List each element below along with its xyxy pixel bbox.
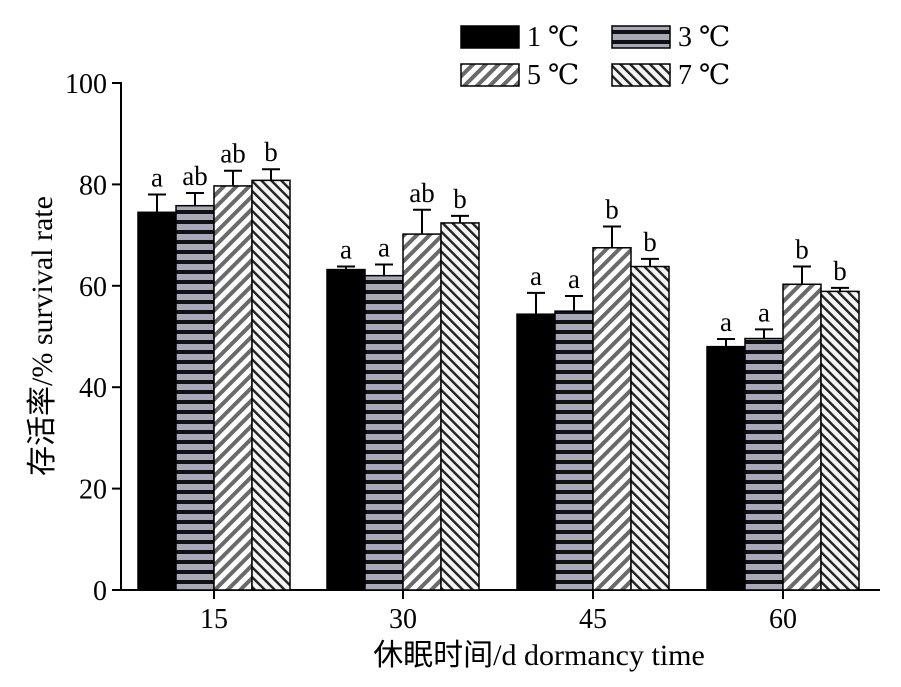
- x-tick-label: 15: [200, 604, 228, 635]
- bars: [137, 179, 860, 591]
- significance-letter: a: [568, 264, 580, 294]
- x-tick-label: 45: [579, 604, 607, 635]
- bar: [137, 211, 177, 591]
- legend-swatch: [611, 63, 671, 87]
- y-tick-label: 20: [79, 475, 107, 506]
- significance-letter: ab: [409, 178, 434, 208]
- bar: [440, 222, 480, 591]
- significance-letter: a: [340, 235, 352, 265]
- error-bars: [148, 168, 849, 347]
- significance-letter: b: [795, 235, 809, 265]
- bar: [326, 268, 366, 591]
- y-tick-label: 0: [93, 576, 107, 607]
- x-ticks: 15 30 45 60: [200, 590, 797, 635]
- bar: [630, 265, 670, 591]
- legend-label: 3 ℃: [678, 22, 730, 53]
- significance-letter: ab: [220, 139, 245, 169]
- bar: [820, 290, 860, 591]
- y-axis-title: 存活率/% survival rate: [26, 196, 59, 476]
- y-tick-label: 100: [65, 69, 107, 100]
- significance-letter: b: [643, 227, 657, 257]
- legend-swatch: [611, 25, 671, 49]
- significance-letter: b: [453, 184, 467, 214]
- y-tick-label: 60: [79, 272, 107, 303]
- significance-letter: a: [720, 307, 732, 337]
- bar: [364, 274, 404, 591]
- significance-letter: a: [151, 163, 163, 193]
- bar: [251, 179, 291, 591]
- legend-label: 5 ℃: [527, 60, 579, 91]
- bar: [706, 345, 746, 591]
- bar: [402, 233, 442, 591]
- legend-swatch: [460, 25, 520, 49]
- significance-letter: a: [378, 233, 390, 263]
- legend-swatch: [460, 63, 520, 87]
- significance-letter: a: [530, 261, 542, 291]
- bar: [554, 310, 594, 591]
- bar: [175, 204, 215, 591]
- y-tick-label: 40: [79, 373, 107, 404]
- significance-letter: a: [758, 297, 770, 327]
- legend-label: 1 ℃: [527, 22, 579, 53]
- bar: [782, 283, 822, 591]
- significance-letter: b: [264, 137, 278, 167]
- bar: [744, 337, 784, 591]
- y-tick-label: 80: [79, 170, 107, 201]
- bar: [516, 313, 556, 591]
- bar: [213, 185, 253, 591]
- x-tick-label: 30: [389, 604, 417, 635]
- significance-letter: b: [605, 194, 619, 224]
- significance-letter: b: [833, 256, 847, 286]
- bar: [592, 247, 632, 591]
- legend: 1 ℃ 3 ℃ 5 ℃ 7 ℃: [460, 22, 730, 91]
- legend-label: 7 ℃: [678, 60, 730, 91]
- significance-letter: ab: [182, 161, 207, 191]
- y-ticks: 0 20 40 60 80 100: [65, 69, 121, 607]
- x-tick-label: 60: [769, 604, 797, 635]
- x-axis-title: 休眠时间/d dormancy time: [373, 639, 705, 672]
